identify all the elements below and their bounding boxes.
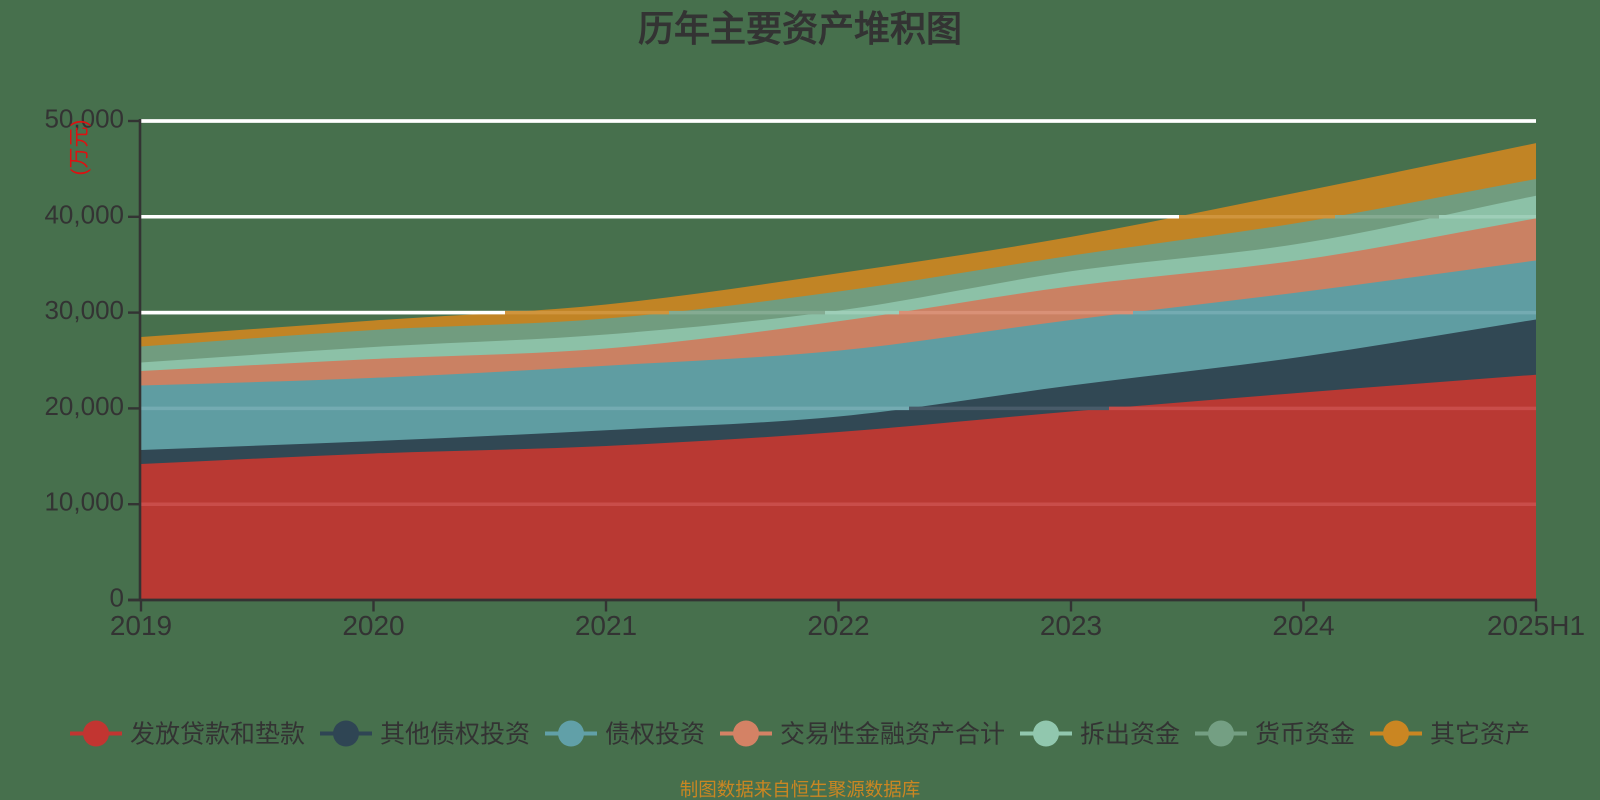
svg-text:2020: 2020 — [342, 610, 404, 641]
svg-text:50,000: 50,000 — [44, 104, 124, 134]
svg-text:其它资产: 其它资产 — [1430, 721, 1530, 749]
svg-text:制图数据来自恒生聚源数据库: 制图数据来自恒生聚源数据库 — [680, 779, 921, 800]
svg-text:2021: 2021 — [575, 610, 637, 641]
svg-text:0: 0 — [110, 583, 124, 613]
svg-text:债权投资: 债权投资 — [605, 721, 705, 749]
svg-text:拆出资金: 拆出资金 — [1080, 721, 1180, 749]
svg-text:2022: 2022 — [807, 610, 869, 641]
svg-text:其他债权投资: 其他债权投资 — [380, 721, 530, 749]
svg-text:(万元): (万元) — [68, 120, 91, 176]
svg-text:货币资金: 货币资金 — [1255, 721, 1355, 749]
svg-text:2023: 2023 — [1040, 610, 1102, 641]
svg-text:2024: 2024 — [1272, 610, 1334, 641]
svg-text:40,000: 40,000 — [44, 199, 124, 229]
svg-text:2025H1: 2025H1 — [1487, 610, 1585, 641]
svg-text:2019: 2019 — [110, 610, 172, 641]
svg-text:10,000: 10,000 — [44, 487, 124, 517]
svg-text:交易性金融资产合计: 交易性金融资产合计 — [780, 721, 1005, 749]
svg-text:30,000: 30,000 — [44, 295, 124, 325]
svg-text:历年主要资产堆积图: 历年主要资产堆积图 — [638, 8, 962, 49]
svg-text:发放贷款和垫款: 发放贷款和垫款 — [130, 721, 305, 749]
svg-text:20,000: 20,000 — [44, 391, 124, 421]
